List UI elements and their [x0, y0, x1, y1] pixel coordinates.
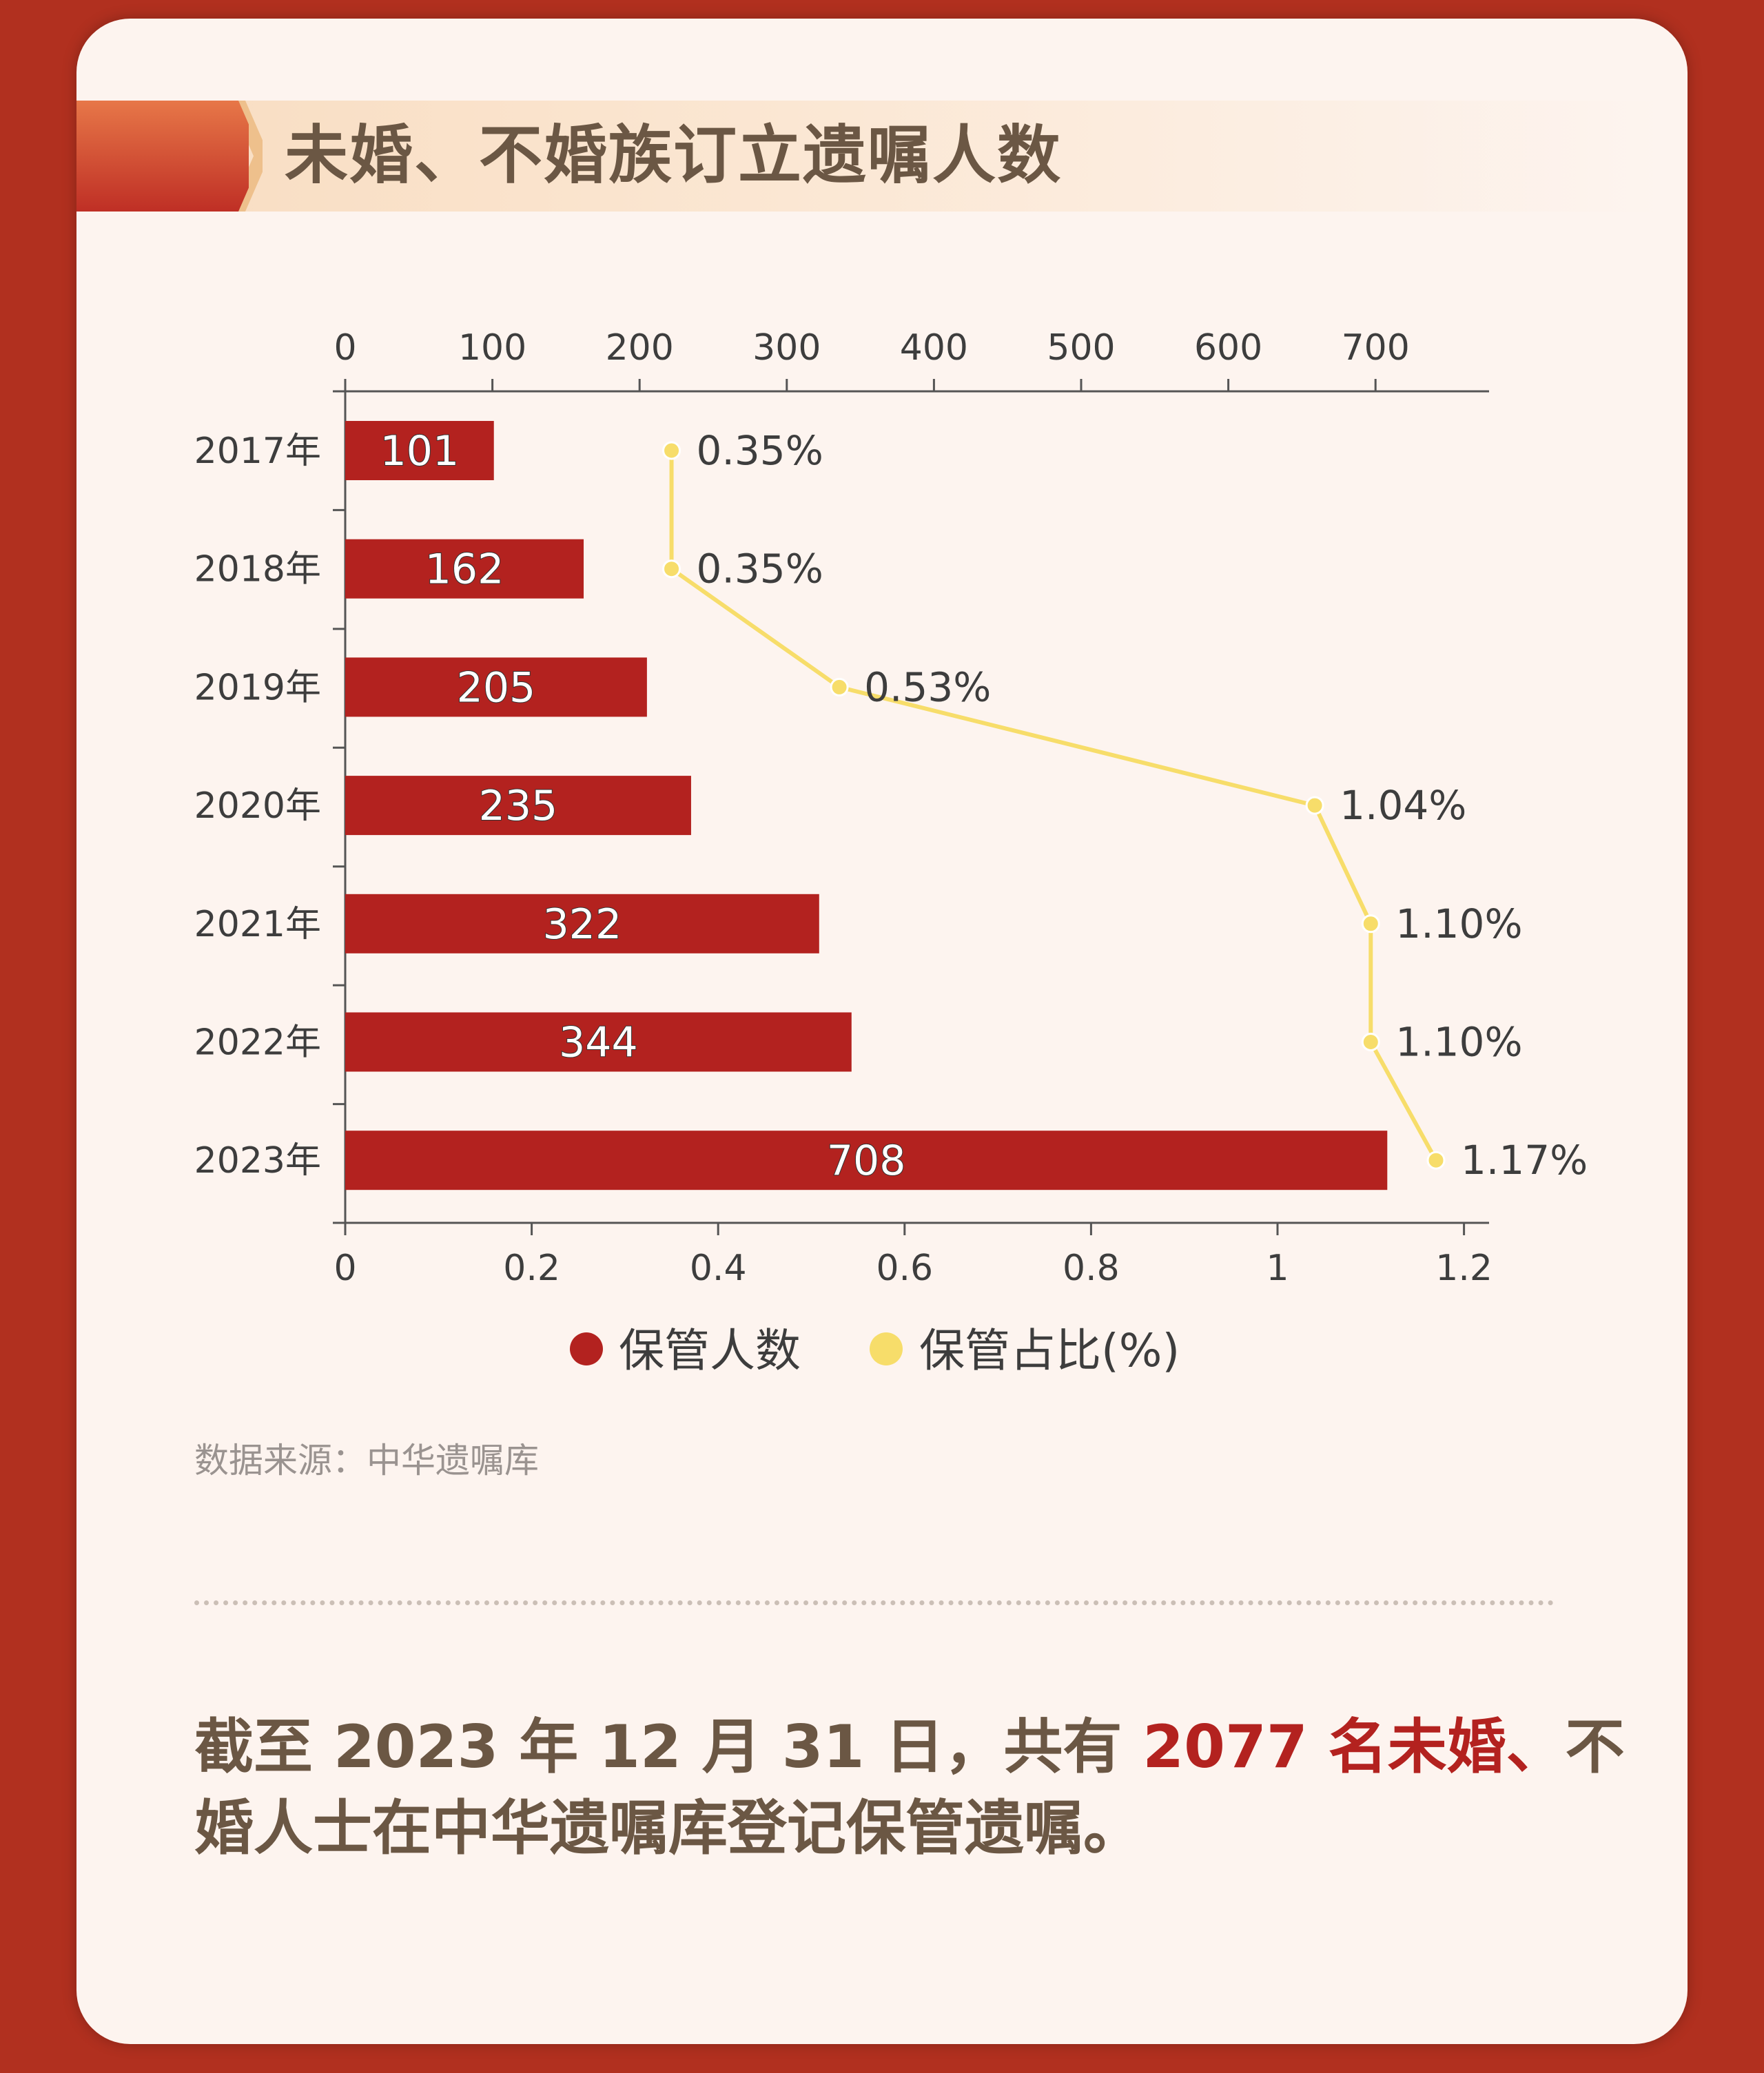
bottom-axis-tick-label: 0.2	[503, 1248, 560, 1289]
bar	[345, 776, 691, 836]
top-axis-tick-label: 500	[1047, 327, 1115, 369]
bar	[345, 657, 647, 717]
bottom-axis-tick-label: 0.6	[876, 1248, 933, 1289]
bar-value-label: 344	[559, 1019, 638, 1067]
legend-label-bar: 保管人数	[619, 1324, 801, 1377]
percent-label: 1.10%	[1395, 900, 1522, 947]
category-label: 2018年	[194, 549, 321, 590]
title-band	[76, 101, 1661, 212]
summary-part1: 截至 2023 年 12 月 31 日，共有	[194, 1713, 1143, 1782]
bottom-axis-tick-label: 0.4	[690, 1248, 747, 1289]
category-label: 2022年	[194, 1022, 321, 1064]
top-axis-tick-label: 0	[334, 327, 356, 369]
bar-value-label: 101	[380, 427, 460, 475]
bar	[345, 1131, 1388, 1190]
category-label: 2020年	[194, 785, 321, 827]
bar-value-label: 205	[457, 663, 536, 712]
legend-label-line: 保管占比(%)	[919, 1324, 1180, 1377]
percent-point	[1426, 1151, 1446, 1170]
bar-value-label: 235	[479, 782, 558, 830]
percent-point	[1361, 914, 1380, 934]
top-axis-tick-label: 700	[1342, 327, 1410, 369]
percent-label: 1.04%	[1340, 782, 1466, 829]
percent-point	[830, 677, 849, 697]
bar	[345, 1012, 852, 1072]
dotted-divider	[194, 1600, 1554, 1605]
summary-text: 截至 2023 年 12 月 31 日，共有 2077 名未婚、不婚人士在中华遗…	[194, 1706, 1669, 1869]
percent-label: 0.35%	[697, 427, 823, 474]
bottom-axis-tick-label: 1	[1266, 1248, 1289, 1289]
top-axis-tick-label: 300	[752, 327, 821, 369]
top-axis-tick-label: 200	[606, 327, 674, 369]
bar-value-label: 162	[425, 546, 504, 594]
legend-marker-bar	[570, 1332, 603, 1365]
percent-point	[1361, 1033, 1380, 1051]
category-label: 2021年	[194, 904, 321, 945]
bar	[345, 539, 584, 599]
percent-point	[662, 559, 681, 579]
category-label: 2017年	[194, 431, 321, 472]
bar-value-label: 708	[827, 1137, 906, 1185]
bottom-axis-tick-label: 0	[334, 1248, 356, 1289]
percent-label: 1.10%	[1395, 1019, 1522, 1066]
chart-title: 未婚、不婚族订立遗嘱人数	[285, 118, 1063, 192]
bottom-axis-tick-label: 0.8	[1063, 1248, 1120, 1289]
percent-label: 0.53%	[864, 663, 991, 710]
bar	[345, 894, 819, 953]
bar-value-label: 322	[543, 900, 622, 949]
top-axis-tick-label: 600	[1194, 327, 1262, 369]
percent-point	[662, 441, 681, 460]
percent-point	[1305, 796, 1324, 815]
summary-highlight: 2077 名未婚、	[1142, 1713, 1566, 1782]
bar	[345, 421, 494, 480]
legend-marker-line	[870, 1332, 903, 1365]
category-label: 2023年	[194, 1140, 321, 1182]
percent-label: 1.17%	[1461, 1137, 1588, 1184]
data-source: 数据来源：中华遗嘱库	[194, 1441, 539, 1481]
percent-label: 0.35%	[697, 546, 823, 592]
top-axis-tick-label: 400	[900, 327, 968, 369]
category-label: 2019年	[194, 667, 321, 708]
title-band-accent	[76, 101, 249, 212]
summary-part2: 不婚人士在中华遗嘱库登记保管遗嘱。	[194, 1713, 1625, 1863]
top-axis-tick-label: 100	[458, 327, 526, 369]
bottom-axis-tick-label: 1.2	[1435, 1248, 1493, 1289]
